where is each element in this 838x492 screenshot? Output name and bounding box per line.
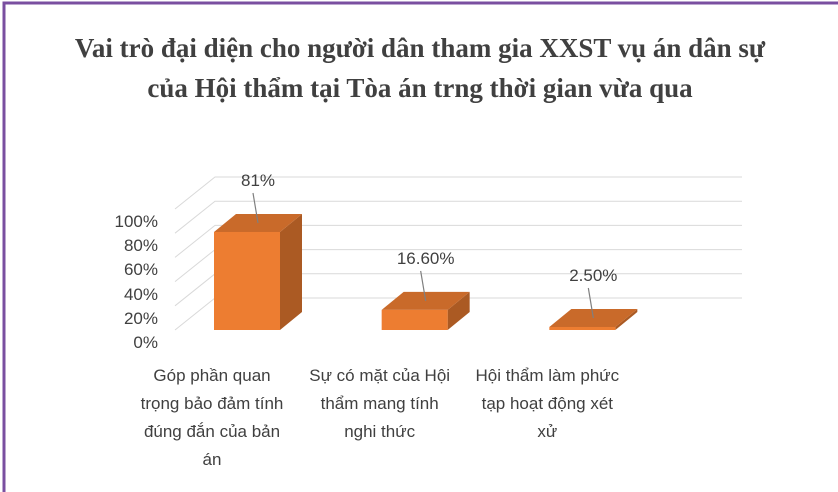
bar-front xyxy=(549,326,616,330)
bar-front xyxy=(381,309,448,330)
y-tick-label: 20% xyxy=(123,308,158,328)
bar-side xyxy=(615,308,638,330)
grid-line xyxy=(174,176,742,210)
leader-line xyxy=(420,270,427,302)
x-tick-label: Góp phần quan trọng bảo đảm tính đúng đắ… xyxy=(140,366,284,469)
grid-line xyxy=(174,200,742,234)
bar-front xyxy=(214,231,280,330)
bar-side xyxy=(280,213,302,330)
data-label: 2.50% xyxy=(569,265,618,285)
x-tick-label: Sự có mặt của Hội thẩm mang tính nghi th… xyxy=(309,366,451,441)
bar xyxy=(549,308,638,330)
data-label: 16.60% xyxy=(396,248,455,268)
y-tick-label: 80% xyxy=(123,236,158,256)
y-tick-label: 40% xyxy=(123,284,158,304)
x-tick-label: Hội thẩm làm phức tạp hoạt động xét xử xyxy=(475,366,620,441)
chart-title: Vai trò đại diện cho người dân tham gia … xyxy=(74,33,766,103)
y-tick-label: 100% xyxy=(114,212,158,231)
bar xyxy=(214,213,302,330)
grid-line xyxy=(174,224,742,258)
leader-line xyxy=(587,287,594,319)
bar xyxy=(381,291,470,330)
y-tick-label: 0% xyxy=(133,333,158,352)
bar-side xyxy=(447,291,470,330)
data-label: 81% xyxy=(240,170,276,190)
leader-line xyxy=(252,192,259,224)
y-tick-label: 60% xyxy=(123,260,158,280)
